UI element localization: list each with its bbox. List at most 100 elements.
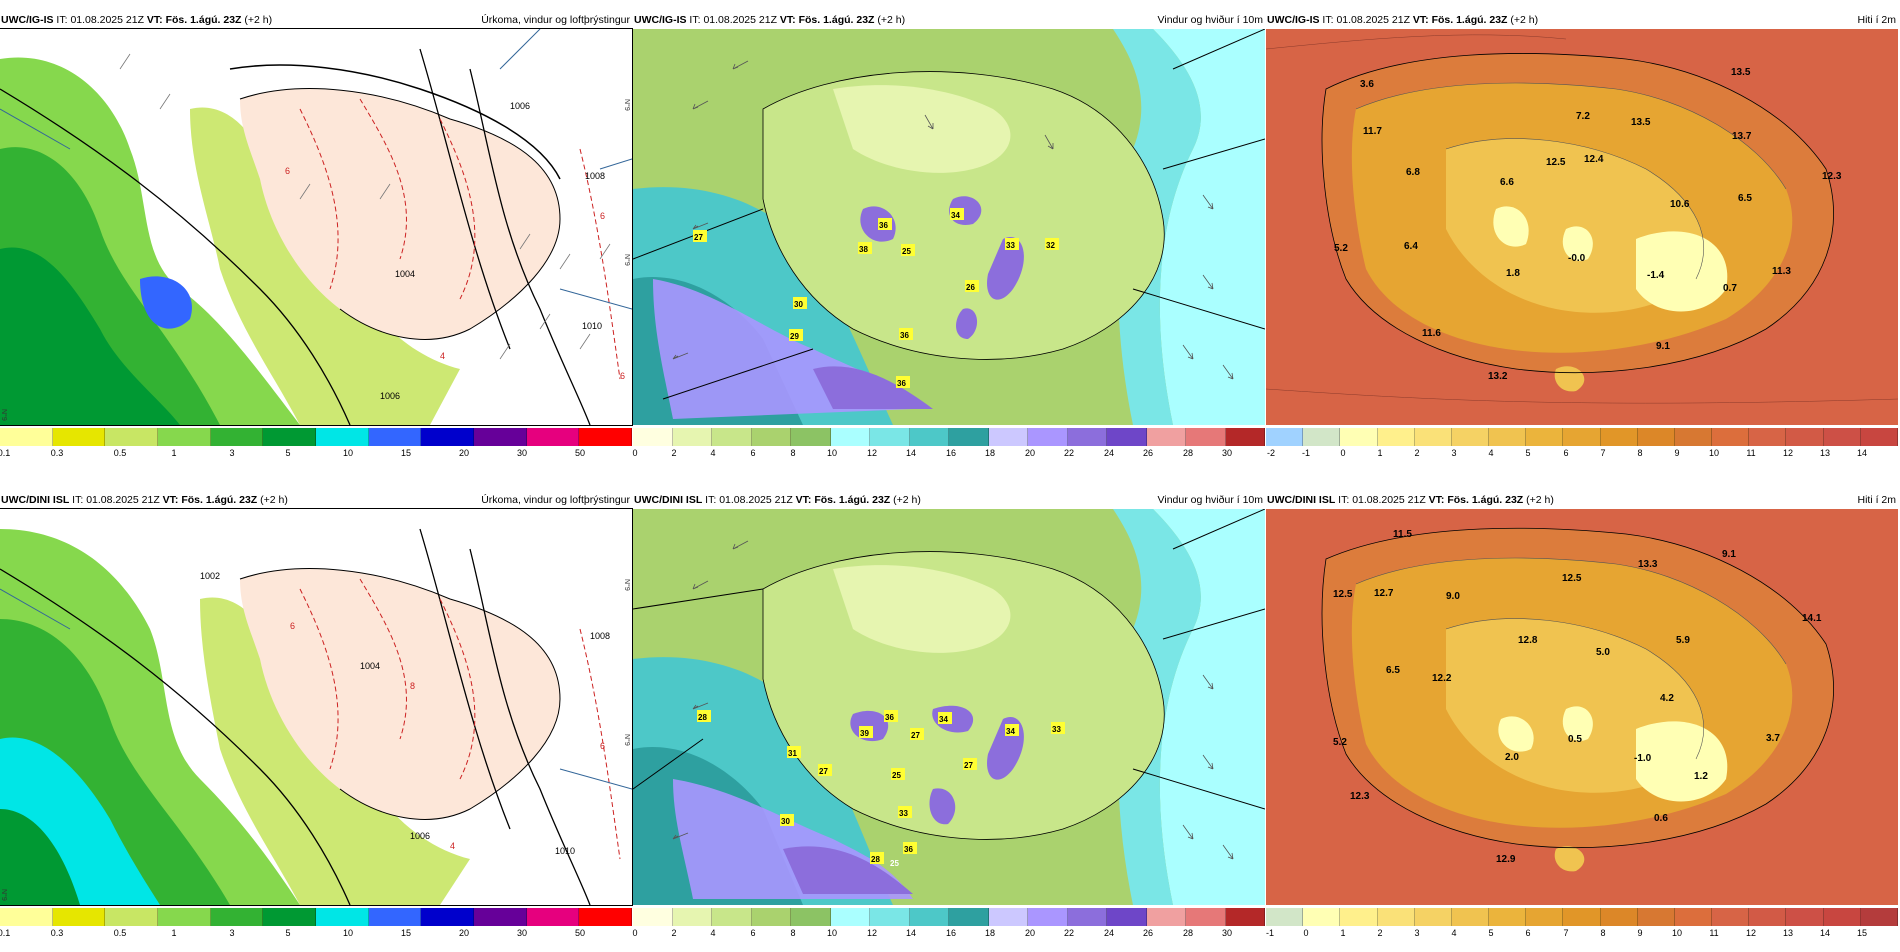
temp-value: 13.3 [1638, 559, 1658, 570]
legend-tick: 6 [750, 448, 756, 458]
temp-value: 10.6 [1670, 199, 1690, 210]
precip-map[interactable]: 1006 1004 1006 1008 1010 6 6 6 4 N°9 N°9… [0, 28, 633, 426]
lead-time: (+2 h) [1510, 14, 1539, 26]
legend-tick: 7 [1563, 928, 1569, 938]
legend-tick: 12 [1782, 448, 1794, 458]
temp-value: 0.6 [1654, 813, 1668, 824]
precip-legend: 0.1 0.3 0.5 1 3 5 10 15 20 30 50 [0, 908, 633, 940]
contour-label: 1006 [380, 391, 400, 401]
axis-label: N°9 [0, 889, 8, 901]
legend-tick: 8 [1600, 928, 1606, 938]
contour-label: 6 [285, 166, 290, 176]
wind-legend: 0 2 4 6 8 10 12 14 16 18 20 22 24 26 28 … [632, 908, 1265, 940]
legend-tick: 1 [171, 448, 177, 458]
gust-value: 39 [860, 729, 869, 738]
legend-tick: 2 [671, 448, 677, 458]
init-time: 01.08.2025 21Z [1352, 494, 1426, 506]
init-time: 01.08.2025 21Z [1336, 14, 1410, 26]
temp-value: 12.4 [1584, 154, 1604, 165]
model-name: UWC/IG-IS [634, 14, 687, 26]
legend-tick: 7 [1600, 448, 1606, 458]
contour-label: 1006 [510, 101, 530, 111]
legend-tick: 15 [400, 448, 412, 458]
gust-value: 27 [964, 761, 973, 770]
legend-tick: 4 [710, 448, 716, 458]
precip-map[interactable]: 1002 1004 1006 1008 1010 8 6 6 4 N°9 N°9… [0, 508, 633, 906]
gust-value: 28 [698, 713, 707, 722]
contour-label: 1006 [410, 831, 430, 841]
panel-precip-dini: UWC/DINI ISL IT: 01.08.2025 21Z VT: Fös.… [0, 492, 633, 952]
model-name: UWC/IG-IS [1, 14, 54, 26]
precip-legend: 0.1 0.3 0.5 1 3 5 10 15 20 30 50 [0, 428, 633, 460]
gust-value: 36 [879, 221, 888, 230]
temp-value: 0.7 [1723, 283, 1737, 294]
temp-value: 12.5 [1562, 573, 1582, 584]
temp-value: 9.1 [1722, 549, 1736, 560]
legend-tick: 13 [1782, 928, 1794, 938]
init-time: 01.08.2025 21Z [703, 14, 777, 26]
temp-value: 13.5 [1631, 117, 1651, 128]
temp-value: 12.3 [1822, 171, 1842, 182]
legend-tick: 0.3 [50, 928, 64, 938]
temp-value: 13.5 [1731, 67, 1751, 78]
legend-colorbar [0, 428, 633, 446]
temp-value: -1.4 [1647, 270, 1665, 281]
legend-tick: 11 [1746, 448, 1756, 458]
valid-time: Fös. 1.ágú. 23Z [181, 494, 258, 506]
temp-map[interactable]: 11.5 12.5 12.7 9.0 12.5 13.3 9.1 14.1 6.… [1266, 509, 1898, 905]
legend-tick: -1 [1301, 448, 1311, 458]
temp-value: 5.2 [1333, 737, 1347, 748]
temp-map[interactable]: 3.6 11.7 6.8 7.2 13.5 13.5 13.7 12.5 12.… [1266, 29, 1898, 425]
legend-tick: 9 [1637, 928, 1643, 938]
temp-value: 6.5 [1386, 665, 1400, 676]
legend-tick: 28 [1182, 448, 1194, 458]
gust-value: 38 [859, 245, 868, 254]
contour-label: 1010 [555, 846, 575, 856]
legend-tick: 3 [229, 448, 235, 458]
legend-tick: 3 [1451, 448, 1457, 458]
legend-tick: 6 [750, 928, 756, 938]
legend-tick: 4 [1451, 928, 1457, 938]
legend-tick: 8 [790, 928, 796, 938]
legend-tick: 24 [1103, 448, 1115, 458]
legend-tick: 50 [574, 928, 586, 938]
wind-map[interactable]: 28 39 36 34 27 34 33 31 27 25 27 33 30 2… [633, 509, 1265, 905]
panel-title: Vindur og hviður í 10m [1157, 494, 1263, 506]
valid-time: Fös. 1.ágú. 23Z [814, 494, 891, 506]
init-time: 01.08.2025 21Z [719, 494, 793, 506]
temp-value: 1.8 [1506, 268, 1520, 279]
wind-map[interactable]: 27 36 34 38 25 33 32 26 30 29 36 36 [633, 29, 1265, 425]
legend-tick: 15 [400, 928, 412, 938]
legend-tick: 10 [1671, 928, 1683, 938]
panel-title: Hiti í 2m [1857, 494, 1896, 506]
temp-value: 11.6 [1422, 328, 1441, 339]
temp-value: 12.5 [1333, 589, 1353, 600]
contour-label: 1002 [200, 571, 220, 581]
contour-label: 1010 [582, 321, 602, 331]
legend-tick: 14 [905, 928, 917, 938]
legend-colorbar [1266, 908, 1898, 926]
legend-tick: 30 [1221, 448, 1233, 458]
gust-value: 36 [897, 379, 906, 388]
temp-value: 4.2 [1660, 693, 1674, 704]
legend-tick: 0 [632, 448, 638, 458]
gust-value: 25 [890, 859, 899, 868]
panel-header: UWC/DINI ISL IT: 01.08.2025 21Z VT: Fös.… [634, 494, 1263, 506]
panel-header: UWC/DINI ISL IT: 01.08.2025 21Z VT: Fös.… [1267, 494, 1896, 506]
temp-value: 12.8 [1518, 635, 1538, 646]
panel-wind-igis: UWC/IG-IS IT: 01.08.2025 21Z VT: Fös. 1.… [632, 12, 1265, 472]
temp-value: 13.7 [1732, 131, 1752, 142]
legend-tick: 20 [458, 448, 470, 458]
gust-value: 27 [911, 731, 920, 740]
legend-tick: 18 [984, 448, 996, 458]
temp-value: 11.3 [1772, 266, 1791, 277]
legend-colorbar [633, 428, 1265, 446]
gust-value: 28 [871, 855, 880, 864]
temp-value: 11.7 [1363, 126, 1382, 137]
legend-tick: 30 [516, 928, 528, 938]
legend-tick: 14 [1856, 448, 1868, 458]
legend-tick: 11 [1709, 928, 1719, 938]
panel-temp-igis: UWC/IG-IS IT: 01.08.2025 21Z VT: Fös. 1.… [1266, 12, 1898, 472]
contour-label: 4 [450, 841, 455, 851]
gust-value: 25 [892, 771, 901, 780]
